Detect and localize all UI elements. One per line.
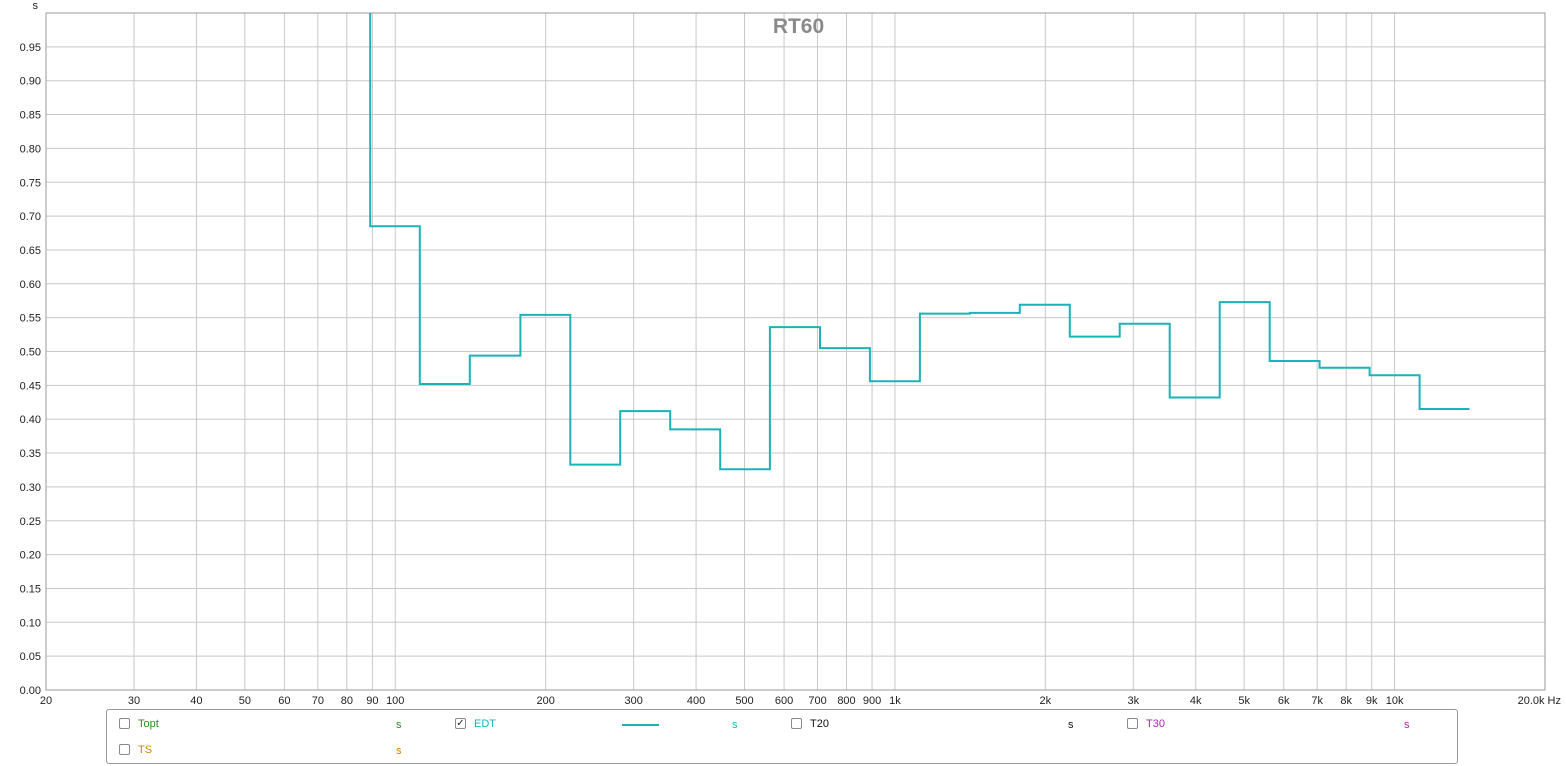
- x-tick-label: 5k: [1238, 695, 1250, 707]
- plot-frame: [45, 12, 1546, 691]
- edt-line-swatch: [622, 724, 659, 726]
- ts-unit: s: [396, 745, 402, 757]
- t30-checkbox[interactable]: [1127, 718, 1138, 729]
- y-tick-label: 0.10: [20, 617, 41, 629]
- x-tick-label: 20.0k Hz: [1518, 695, 1561, 707]
- topt-checkbox[interactable]: [119, 718, 130, 729]
- grid-lines: [46, 13, 1545, 690]
- x-tick-label: 70: [312, 695, 324, 707]
- x-tick-label: 7k: [1311, 695, 1323, 707]
- y-tick-label: 0.50: [20, 347, 41, 359]
- x-tick-label: 90: [366, 695, 378, 707]
- rt60-chart: s 0.000.050.100.150.200.250.300.350.400.…: [20, 0, 1561, 707]
- t20-unit: s: [1068, 719, 1074, 731]
- y-tick-label: 0.60: [20, 279, 41, 291]
- y-tick-label: 0.85: [20, 110, 41, 122]
- x-tick-label: 8k: [1340, 695, 1352, 707]
- check-icon: ✓: [456, 718, 465, 729]
- y-tick-label: 0.15: [20, 583, 41, 595]
- x-tick-label: 1k: [889, 695, 901, 707]
- x-tick-label: 200: [536, 695, 554, 707]
- x-axis-ticks: 20 30 40 50 60 70 80 90 100 200 300 400 500 600 700 800…: [40, 695, 1561, 707]
- x-tick-label: 900: [863, 695, 881, 707]
- y-tick-label: 0.40: [20, 414, 41, 426]
- edt-checkbox[interactable]: ✓: [455, 718, 466, 729]
- y-tick-label: 0.30: [20, 482, 41, 494]
- x-tick-label: 40: [190, 695, 202, 707]
- x-tick-label: 20: [40, 695, 52, 707]
- x-tick-label: 600: [775, 695, 793, 707]
- series-layer: [369, 13, 1470, 471]
- x-tick-label: 10k: [1386, 695, 1404, 707]
- ts-label: TS: [138, 744, 153, 756]
- y-tick-label: 0.45: [20, 380, 41, 392]
- t20-label: T20: [810, 718, 829, 730]
- y-tick-label: 0.70: [20, 211, 41, 223]
- x-tick-label: 80: [341, 695, 353, 707]
- x-tick-label: 4k: [1190, 695, 1202, 707]
- y-axis-ticks: 0.00 0.05 0.10 0.15 0.20 0.25 0.30 0.35 0.40 0.45…: [20, 42, 41, 697]
- x-tick-label: 2k: [1040, 695, 1052, 707]
- y-tick-label: 0.20: [20, 550, 41, 562]
- ts-checkbox[interactable]: [119, 744, 130, 755]
- y-tick-label: 0.65: [20, 245, 41, 257]
- topt-label: Topt: [138, 718, 159, 730]
- t20-checkbox[interactable]: [791, 718, 802, 729]
- chart-title: RT60: [773, 15, 824, 38]
- edt-series-line: [369, 13, 1470, 471]
- x-tick-label: 30: [128, 695, 140, 707]
- edt-unit: s: [732, 719, 738, 731]
- x-tick-label: 9k: [1366, 695, 1378, 707]
- y-tick-label: 0.00: [20, 685, 41, 697]
- y-tick-label: 0.25: [20, 516, 41, 528]
- y-axis-unit-label: s: [33, 0, 39, 12]
- x-tick-label: 800: [837, 695, 855, 707]
- x-tick-label: 500: [735, 695, 753, 707]
- x-tick-label: 60: [278, 695, 290, 707]
- y-tick-label: 0.95: [20, 42, 41, 54]
- legend-panel: Topt s ✓ EDT s T20 s T30 s TS s: [106, 709, 1458, 764]
- x-tick-label: 300: [624, 695, 642, 707]
- y-tick-label: 0.90: [20, 76, 41, 88]
- y-tick-label: 0.80: [20, 143, 41, 155]
- x-tick-label: 100: [386, 695, 404, 707]
- y-tick-label: 0.35: [20, 448, 41, 460]
- y-tick-label: 0.75: [20, 177, 41, 189]
- x-tick-label: 3k: [1128, 695, 1140, 707]
- topt-unit: s: [396, 719, 402, 731]
- edt-label: EDT: [474, 718, 496, 730]
- x-tick-label: 6k: [1278, 695, 1290, 707]
- y-tick-label: 0.55: [20, 313, 41, 325]
- x-tick-label: 400: [687, 695, 705, 707]
- t30-label: T30: [1146, 718, 1165, 730]
- x-tick-label: 50: [239, 695, 251, 707]
- y-tick-label: 0.05: [20, 651, 41, 663]
- t30-unit: s: [1404, 719, 1410, 731]
- x-tick-label: 700: [808, 695, 826, 707]
